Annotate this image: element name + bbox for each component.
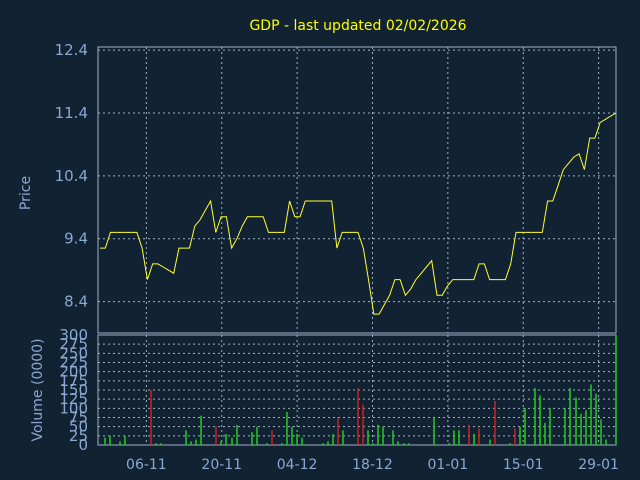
price-tick-label: 10.4 [55,167,88,185]
volume-tick-label: 275 [59,335,88,353]
x-tick-label: 04-12 [277,457,318,473]
volume-tick-label: 250 [59,344,88,362]
volume-tick-label: 125 [59,390,88,408]
price-frame [97,46,617,334]
price-panel: 8.4 9.4 10.4 11.4 12.4 [55,41,617,334]
volume-axis-label: Volume (0000) [30,338,46,441]
volume-tick-label: 50 [69,418,88,436]
x-tick-label: 29-01 [578,457,619,473]
volume-tick-label: 300 [59,326,88,344]
volume-tick-label: 0 [78,436,88,454]
volume-tick-label: 175 [59,372,88,390]
chart-title: GDP - last updated 02/02/2026 [249,18,466,34]
price-tick-label: 11.4 [55,104,88,122]
volume-tick-label: 100 [59,399,88,417]
price-tick-label: 12.4 [55,41,88,59]
price-tick-label: 8.4 [64,293,88,311]
x-tick-label: 01-01 [428,457,469,473]
volume-tick-label: 25 [69,427,88,445]
price-tick-label: 9.4 [64,230,88,248]
price-line [100,112,617,315]
x-tick-label: 20-11 [201,457,242,473]
volume-tick-label: 225 [59,354,88,372]
x-tick-label: 18-12 [352,457,393,473]
volume-tick-label: 150 [59,381,88,399]
volume-tick-label: 200 [59,363,88,381]
volume-panel: 06-11 20-11 04-12 18-12 01-01 15-01 29-01 02550… [59,326,619,473]
x-tick-label: 15-01 [503,457,544,473]
volume-tick-label: 75 [69,409,88,427]
price-axis-label: Price [18,176,34,210]
x-tick-label: 06-11 [126,457,167,473]
